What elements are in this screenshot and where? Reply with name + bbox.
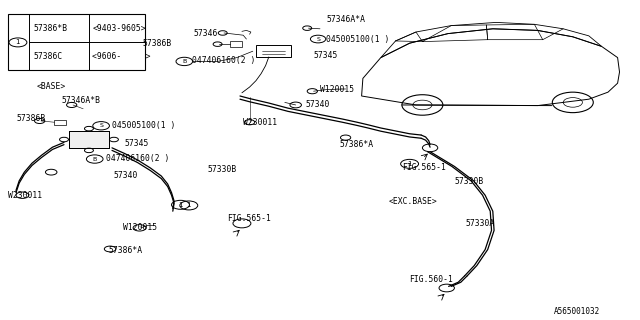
Text: 045005100(1 ): 045005100(1 ) <box>326 35 390 44</box>
Text: 57346A*A: 57346A*A <box>326 15 365 24</box>
Text: B: B <box>93 156 97 162</box>
Text: 57386*A: 57386*A <box>109 246 143 255</box>
Text: FIG.565-1: FIG.565-1 <box>402 164 446 172</box>
Text: 57386B: 57386B <box>142 39 172 48</box>
Text: 57330B: 57330B <box>208 165 237 174</box>
Text: S: S <box>99 123 103 128</box>
Text: 1: 1 <box>178 202 183 208</box>
Text: 57386B: 57386B <box>17 114 46 123</box>
Bar <box>69 131 109 148</box>
Text: 57386*B: 57386*B <box>33 24 67 33</box>
Text: 045005100(1 ): 045005100(1 ) <box>112 121 175 130</box>
Text: 047406160(2 ): 047406160(2 ) <box>106 154 169 163</box>
Text: W120015: W120015 <box>320 85 354 94</box>
Text: 57330A: 57330A <box>466 220 495 228</box>
Text: W230011: W230011 <box>8 191 42 200</box>
Text: <BASE>: <BASE> <box>37 82 67 91</box>
Bar <box>69 131 109 148</box>
Text: <9403-9605>: <9403-9605> <box>92 24 146 33</box>
Bar <box>256 45 291 57</box>
Text: A565001032: A565001032 <box>554 307 600 316</box>
Text: 57330B: 57330B <box>454 177 484 186</box>
Text: 57345: 57345 <box>124 139 148 148</box>
Bar <box>230 41 242 47</box>
Text: W230011: W230011 <box>243 118 277 127</box>
Text: 1: 1 <box>15 39 20 45</box>
Text: 57346A*B: 57346A*B <box>61 96 100 105</box>
Text: FIG.565-1: FIG.565-1 <box>227 214 271 223</box>
Text: <9606-     >: <9606- > <box>92 52 150 61</box>
Text: 57386C: 57386C <box>33 52 63 61</box>
Text: FIG.560-1: FIG.560-1 <box>410 276 454 284</box>
Text: 57340: 57340 <box>306 100 330 109</box>
Text: 1: 1 <box>407 161 412 167</box>
Text: 047406160(2 ): 047406160(2 ) <box>192 56 255 65</box>
Text: B: B <box>182 59 186 64</box>
Text: 57346: 57346 <box>193 29 218 38</box>
Text: 57345: 57345 <box>314 52 338 60</box>
Bar <box>54 120 66 125</box>
Text: W120015: W120015 <box>123 223 157 232</box>
Text: S: S <box>316 36 320 42</box>
Text: <EXC.BASE>: <EXC.BASE> <box>389 197 438 206</box>
Text: 57386*A: 57386*A <box>339 140 373 149</box>
Text: 57340: 57340 <box>114 171 138 180</box>
Text: 1: 1 <box>186 203 191 208</box>
Bar <box>8 14 145 70</box>
